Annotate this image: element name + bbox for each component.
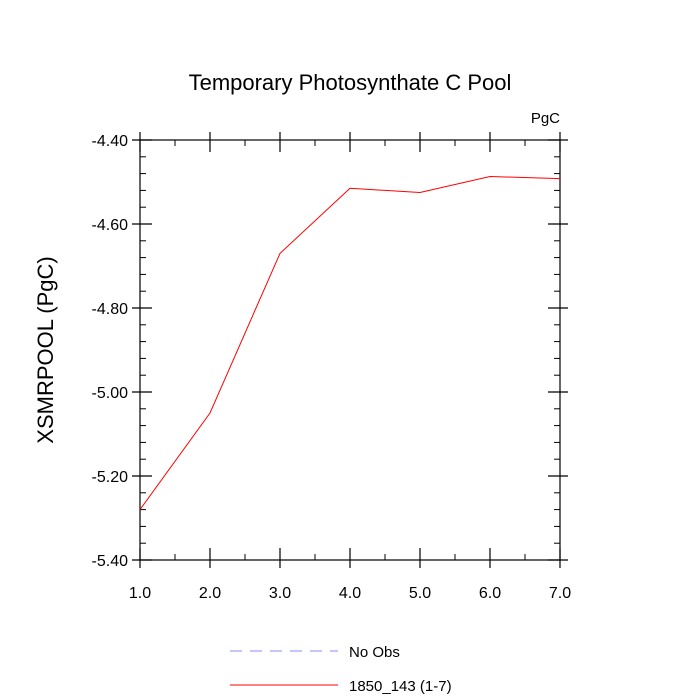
legend: No Obs 1850_143 (1-7) [230,644,452,695]
y-tick-label: -4.80 [92,301,129,318]
chart-title: Temporary Photosynthate C Pool [189,70,512,95]
x-tick-label: 7.0 [549,585,571,602]
y-tick-label: -5.20 [92,469,129,486]
series-line [139,175,561,510]
x-tick-label: 2.0 [199,585,221,602]
y-axis-title: XSMRPOOL (PgC) [33,256,58,443]
y-tick-label: -5.40 [92,553,129,570]
y-tick-label: -4.60 [92,217,129,234]
y-tick-label: -4.40 [92,133,129,150]
legend-label: 1850_143 (1-7) [349,678,452,695]
tick-labels: -4.40 -4.60 -4.80 -5.00 -5.20 -5.401.0 2.0 3.0 4… [92,133,572,602]
x-tick-label: 1.0 [129,585,151,602]
y-tick-label: -5.00 [92,385,129,402]
series-layer [139,175,561,510]
x-tick-label: 3.0 [269,585,291,602]
plot-frame [139,139,561,561]
x-tick-label: 6.0 [479,585,501,602]
legend-label: No Obs [349,644,400,661]
x-tick-label: 4.0 [339,585,361,602]
x-tick-label: 5.0 [409,585,431,602]
units-label: PgC [531,110,560,127]
axis-ticks [132,132,568,568]
